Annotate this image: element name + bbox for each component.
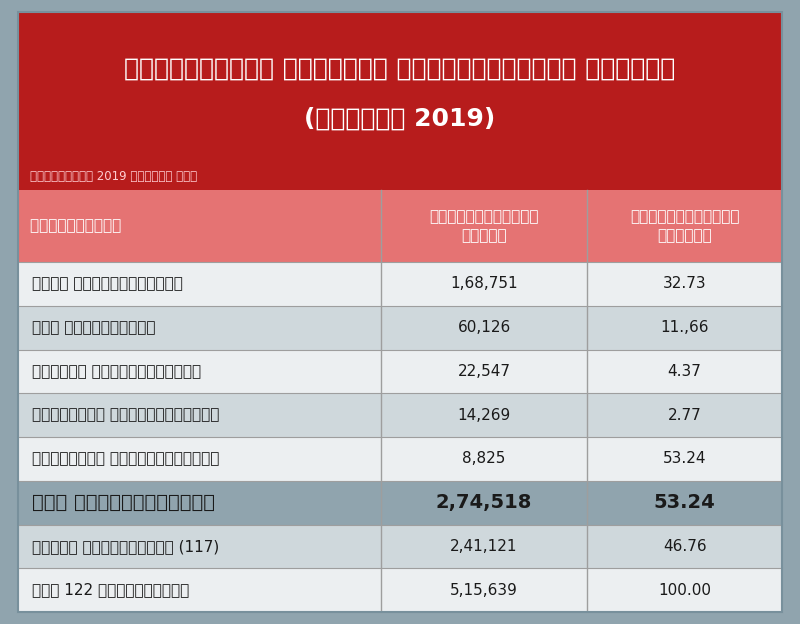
- Text: 11.,66: 11.,66: [660, 320, 709, 335]
- Text: 4.37: 4.37: [668, 364, 702, 379]
- Text: ഹയർ സെക്കണ്ഡറി: ഹയർ സെക്കണ്ഡറി: [32, 320, 155, 335]
- Text: മെഡിക്കർ വിദ്യാഭ്യാസം: മെഡിക്കർ വിദ്യാഭ്യാസം: [32, 407, 219, 422]
- Text: മെഡിക്കർ വിദ്യാഭ്യാസം: മെഡിക്കർ വിദ്യാഭ്യാസം: [32, 451, 219, 466]
- Text: 53.24: 53.24: [654, 493, 715, 512]
- Text: 2.77: 2.77: [668, 407, 702, 422]
- Text: സ്രോതസ്സ് 2019 ബജറ്റ് റേഖ: സ്രോതസ്സ് 2019 ബജറ്റ് റേഖ: [30, 170, 197, 183]
- Text: 8,825: 8,825: [462, 451, 506, 466]
- Bar: [18, 306, 782, 349]
- Text: 46.76: 46.76: [662, 539, 706, 554]
- Text: കേരളത്തിലെ സർക്കാർ ജീവനക്കാരുഡെ കണക്ക്: കേരളത്തിലെ സർക്കാർ ജീവനക്കാരുഡെ കണക്ക്: [124, 56, 676, 80]
- Text: 2,74,518: 2,74,518: [436, 493, 532, 512]
- Text: വകുപ്പുകള്‍: വകുപ്പുകള്‍: [30, 218, 122, 233]
- Text: ആകെ വിദ്യാഭ്യാസം: ആകെ വിദ്യാഭ്യാസം: [32, 493, 215, 512]
- Text: മറ്റ് വകുപ്പുകള്‍ (117): മറ്റ് വകുപ്പുകള്‍ (117): [32, 539, 219, 554]
- Bar: [18, 349, 782, 393]
- Text: ആകെ 122 വകുപ്പുകള്‍: ആകെ 122 വകുപ്പുകള്‍: [32, 583, 190, 598]
- Text: 2,41,121: 2,41,121: [450, 539, 518, 554]
- Text: 1,68,751: 1,68,751: [450, 276, 518, 291]
- Bar: [18, 480, 782, 525]
- Text: 5,15,639: 5,15,639: [450, 583, 518, 598]
- Bar: [18, 525, 782, 568]
- Text: പൊതു വിദ്യാഭ്യാസം: പൊതു വിദ്യാഭ്യാസം: [32, 276, 183, 291]
- Text: 53.24: 53.24: [663, 451, 706, 466]
- Text: (ജനുവരി 2019): (ജനുവരി 2019): [304, 107, 496, 130]
- Text: 22,547: 22,547: [458, 364, 510, 379]
- Text: 100.00: 100.00: [658, 583, 711, 598]
- Text: കോളേജ് വിദ്യാഭ്യാസം: കോളേജ് വിദ്യാഭ്യാസം: [32, 364, 201, 379]
- Bar: [18, 437, 782, 480]
- Text: 14,269: 14,269: [458, 407, 510, 422]
- Text: ജീവനക്കാരുടെ
എണ്ണം: ജീവനക്കാരുടെ എണ്ണം: [430, 209, 538, 243]
- Bar: [18, 12, 782, 190]
- Text: 60,126: 60,126: [458, 320, 510, 335]
- Text: ജീവനക്കാരുടെ
ശതമാനം: ജീവനക്കാരുടെ ശതമാനം: [630, 209, 739, 243]
- Bar: [18, 568, 782, 612]
- Bar: [18, 190, 782, 262]
- Bar: [18, 262, 782, 306]
- Text: 32.73: 32.73: [662, 276, 706, 291]
- Bar: [18, 393, 782, 437]
